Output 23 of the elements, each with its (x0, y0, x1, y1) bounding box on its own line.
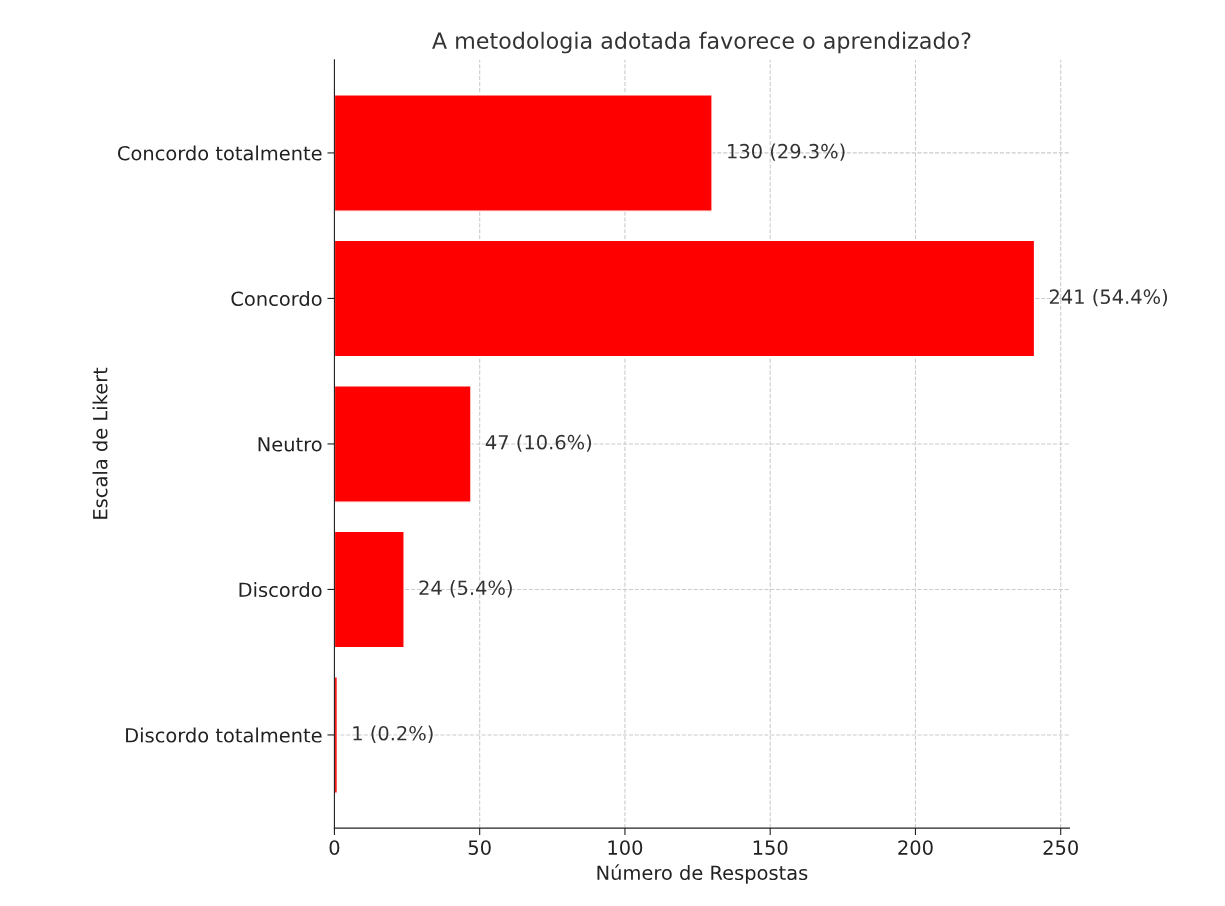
y-axis-title: Escala de Likert (92, 367, 108, 519)
x-tick-label: 100 (608, 840, 643, 855)
data-label: 241 (54.4%) (1049, 289, 1168, 307)
bar (334, 239, 1036, 358)
x-tick-label: 200 (898, 840, 933, 855)
y-tick-label: Concordo (231, 291, 322, 307)
x-tick-label: 150 (753, 840, 788, 855)
y-tick-label: Discordo totalmente (126, 727, 322, 743)
y-tick-label: Concordo totalmente (117, 145, 322, 161)
chart-title: A metodologia adotada favorece o aprendizado? (432, 31, 971, 54)
data-label: 24 (5.4%) (419, 580, 512, 598)
bar (334, 385, 472, 503)
x-tick-label: 0 (329, 840, 340, 855)
x-axis-title: Número de Respostas (597, 864, 808, 884)
bar (334, 530, 405, 649)
y-tick-label: Discordo (239, 582, 322, 598)
data-label: 1 (0.2%) (353, 725, 433, 743)
x-tick-label: 50 (468, 840, 491, 855)
bar (334, 94, 713, 212)
data-label: 47 (10.6%) (485, 434, 592, 452)
data-label: 130 (29.3%) (728, 143, 845, 161)
y-tick-label: Neutro (258, 437, 322, 452)
x-tick-label: 250 (1043, 840, 1078, 855)
